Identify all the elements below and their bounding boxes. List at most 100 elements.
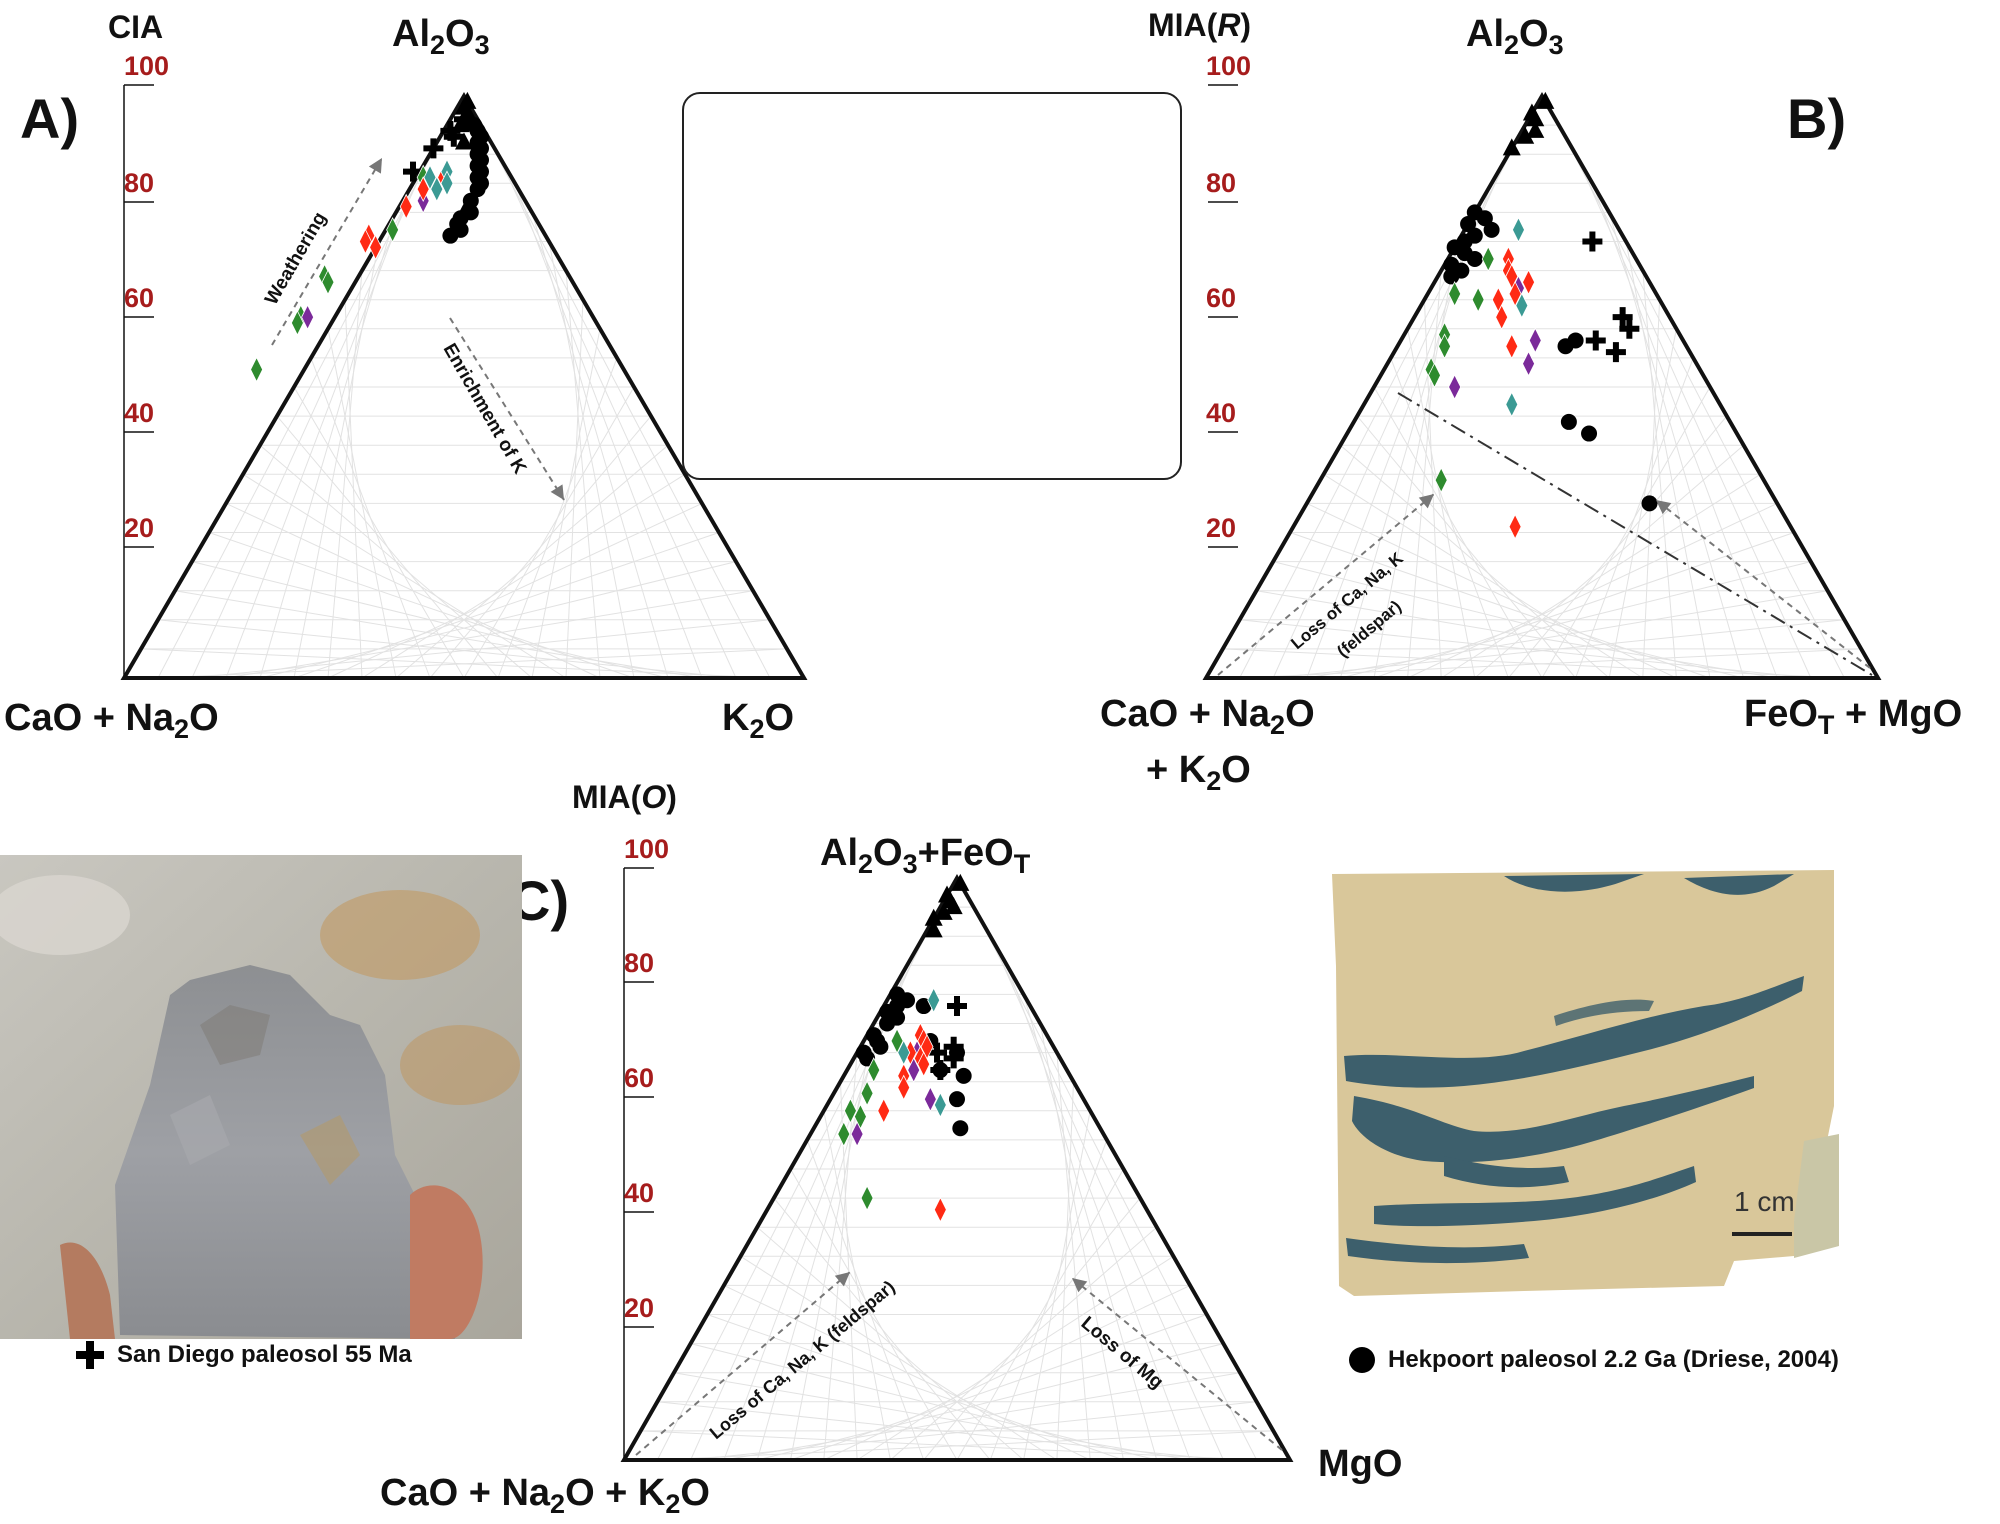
grid-line	[259, 444, 533, 679]
data-point	[1508, 280, 1522, 307]
data-point	[951, 873, 970, 891]
data-point	[1434, 467, 1448, 494]
data-point	[859, 1050, 876, 1067]
data-point	[1526, 120, 1545, 138]
data-point	[872, 1038, 889, 1055]
data-point	[1508, 513, 1522, 540]
data-point	[915, 998, 932, 1015]
data-point	[469, 181, 486, 198]
data-point	[1641, 495, 1658, 512]
ternary-grid	[140, 124, 788, 679]
grid-line	[1273, 561, 1744, 679]
grid-line	[673, 1372, 1191, 1461]
data-point	[386, 216, 400, 243]
axis-tick-label: 80	[124, 168, 154, 198]
data-point	[1428, 362, 1441, 389]
grid-line	[640, 1430, 1257, 1461]
data-point	[440, 170, 454, 197]
series-hekpoort-paleosol-2-2-ga	[1443, 204, 1658, 512]
data-point	[924, 908, 943, 926]
data-point	[890, 1028, 904, 1054]
grid-line	[429, 415, 652, 679]
index-label: MIA(O)	[572, 779, 677, 815]
circle-marker-icon	[1349, 1347, 1375, 1373]
series-elk-mountain-sol-895-	[1491, 246, 1536, 540]
data-point	[1476, 210, 1493, 227]
grid-line	[293, 532, 720, 679]
grid-line	[361, 473, 686, 679]
series-elk-mountain-sol-895-	[877, 1022, 947, 1223]
data-point	[1512, 216, 1525, 243]
data-point	[879, 1015, 896, 1032]
series-hydrothermal-kaolin-deposits	[1502, 91, 1555, 156]
axis-tick-label: 40	[1206, 398, 1236, 428]
annotation-label: Weathering	[261, 209, 331, 309]
left-vertex-label-line2: + K2O	[1146, 749, 1251, 796]
left-vertex-label: CaO + Na2O	[1100, 693, 1315, 740]
data-point	[1448, 374, 1462, 400]
data-point	[949, 1091, 965, 1108]
data-point	[947, 996, 967, 1017]
grid-line	[723, 1372, 1241, 1461]
grid-line	[395, 444, 669, 679]
right-vertex-label: FeOT + MgO	[1744, 693, 1962, 740]
data-point	[1502, 138, 1521, 156]
data-point	[1557, 338, 1574, 355]
data-point	[301, 304, 315, 331]
grid-line	[890, 1226, 1158, 1461]
legend-box	[682, 92, 1182, 480]
data-point	[843, 1097, 857, 1124]
loss-mg-arrow-b-head	[1656, 500, 1672, 515]
data-point	[860, 1080, 874, 1107]
loss-feldspar-arrow-c-head	[834, 1272, 850, 1287]
data-point	[321, 269, 335, 296]
data-point	[923, 1086, 937, 1113]
data-point	[867, 1057, 881, 1083]
axis-tick-label: 80	[624, 948, 654, 978]
ternary-panel-b: 100 80 60 40 20	[1202, 51, 1882, 680]
index-label: CIA	[108, 9, 163, 45]
loss-feldspar-arrow-head	[1418, 494, 1434, 509]
series-coral-bay-sol-924-	[423, 158, 454, 203]
data-point	[1605, 342, 1626, 363]
left-vertex-label: CaO + Na2O + K2O	[380, 1472, 710, 1519]
data-point	[927, 1042, 948, 1063]
axis-tick-label: 40	[124, 398, 154, 428]
grid-line	[1306, 502, 1677, 679]
data-point	[1460, 216, 1477, 233]
data-point	[1619, 318, 1640, 339]
ternary-outline	[1202, 91, 1882, 680]
data-point	[860, 1185, 874, 1211]
loss-mg-arrow-b	[1655, 499, 1871, 669]
grid-line	[923, 1197, 1141, 1461]
data-point	[944, 897, 963, 915]
axis-tick-label: 100	[624, 834, 669, 864]
weathering-arrow-head	[368, 158, 382, 174]
ternary-grid	[1222, 124, 1862, 679]
axis-tick-label: 60	[1206, 283, 1236, 313]
series-san-diego-paleosol-55-ma	[1582, 231, 1640, 363]
hekpoort-photo-caption: Hekpoort paleosol 2.2 Ga (Driese, 2004)	[1348, 1346, 1839, 1374]
panel-label: A)	[20, 87, 79, 150]
data-point	[952, 1120, 969, 1137]
san-diego-photo-caption: San Diego paleosol 55 Ma	[75, 1340, 412, 1370]
apex-label: Al2O3	[392, 13, 490, 60]
data-point	[443, 126, 464, 147]
data-point	[1481, 246, 1495, 272]
grid-line	[1289, 532, 1711, 679]
cross-marker-icon	[76, 1341, 104, 1369]
grid-line	[1273, 619, 1845, 679]
hekpoort-paleosol-photo: 1 cm	[1324, 866, 1840, 1326]
grid-line	[140, 648, 771, 679]
data-point	[924, 920, 943, 938]
grid-line	[1323, 473, 1644, 679]
grid-line	[690, 1401, 1257, 1461]
data-point	[358, 228, 372, 255]
loss-feldspar-arrow	[1217, 493, 1435, 676]
grid-line	[157, 619, 737, 679]
grid-line	[1340, 561, 1811, 679]
data-point	[416, 176, 430, 203]
grid-line	[1306, 590, 1828, 679]
ternary-grid	[640, 906, 1274, 1461]
data-point	[399, 193, 413, 220]
